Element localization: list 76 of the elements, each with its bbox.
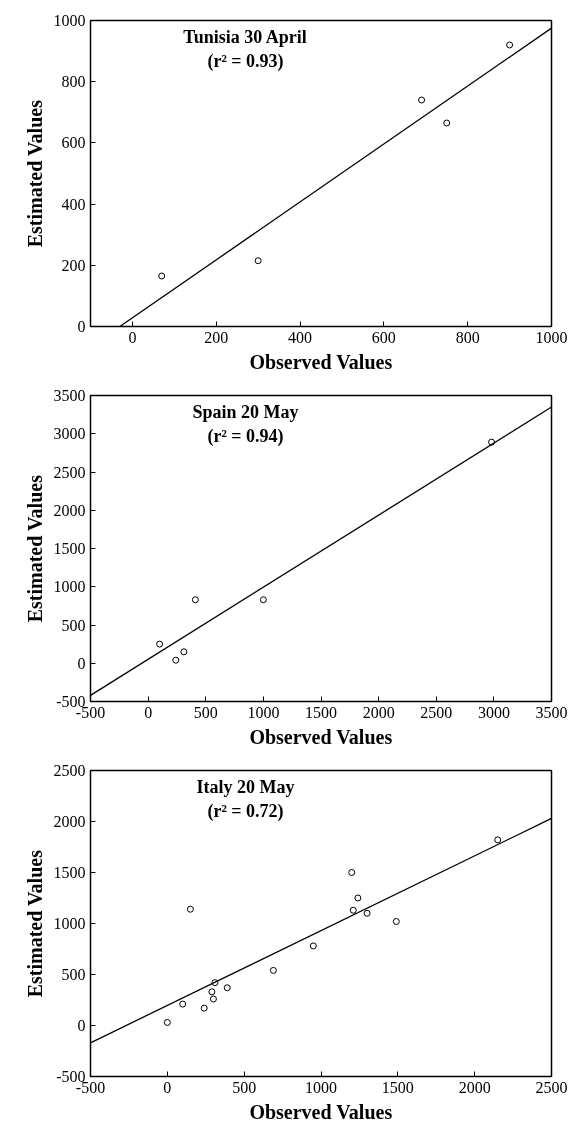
point	[392, 917, 400, 925]
y-tick-label: 1500	[53, 864, 86, 881]
point	[269, 966, 277, 974]
point	[191, 596, 199, 604]
annotation: Spain 20 May	[192, 401, 299, 422]
point	[208, 988, 216, 996]
y-tick-label: 1000	[53, 578, 86, 596]
x-tick-label: 3000	[477, 703, 510, 721]
annotation: (r² = 0.72)	[207, 800, 284, 822]
x-tick-label: 200	[204, 328, 229, 346]
y-tick-label: 2500	[53, 463, 86, 481]
annotation: Tunisia 30 April	[183, 26, 307, 47]
x-tick-label: 500	[232, 1078, 257, 1096]
y-tick-label: 1000	[53, 12, 86, 29]
y-tick-label: 200	[61, 256, 86, 274]
point	[209, 995, 217, 1003]
point	[418, 96, 426, 104]
y-axis-title: Estimated Values	[23, 99, 46, 248]
y-tick-label: 500	[61, 966, 86, 983]
point	[156, 640, 164, 648]
x-tick-label: 1500	[381, 1078, 414, 1096]
y-tick-label: 0	[77, 654, 86, 672]
point	[354, 894, 362, 902]
y-tick-label: 500	[61, 616, 86, 634]
y-tick-label: 3500	[53, 387, 86, 404]
x-tick-label: 2000	[362, 703, 395, 721]
x-tick-label: 2500	[535, 1078, 568, 1096]
point	[180, 648, 188, 656]
annotation: (r² = 0.93)	[207, 50, 284, 72]
y-tick-label: 1500	[53, 540, 86, 557]
x-tick-label: 800	[455, 328, 480, 346]
x-tick-label: 1000	[305, 1078, 337, 1096]
point	[223, 984, 231, 992]
point	[179, 1000, 187, 1008]
point	[186, 905, 194, 913]
x-tick-label: 2500	[420, 703, 453, 721]
y-tick-label: 2000	[53, 813, 86, 830]
point	[254, 257, 262, 265]
y-tick-label: 0	[77, 1017, 86, 1034]
x-tick-label: 2000	[458, 1078, 491, 1096]
point	[172, 656, 180, 664]
point	[363, 909, 371, 917]
x-tick-label: 500	[193, 703, 218, 721]
y-axis-title: Estimated Values	[23, 474, 46, 623]
y-tick-label: 400	[61, 195, 86, 213]
x-tick-label: 3500	[535, 703, 568, 721]
x-tick-label: 1500	[305, 703, 337, 721]
point	[348, 869, 356, 876]
annotation: (r² = 0.94)	[207, 425, 284, 447]
y-tick-label: 2500	[53, 762, 86, 779]
x-axis-title: Observed Values	[249, 1100, 393, 1123]
x-tick-label: 0	[128, 328, 137, 346]
x-axis-title: Observed Values	[249, 725, 393, 748]
x-tick-label: 1000	[247, 703, 280, 721]
y-tick-label: 2000	[53, 501, 86, 519]
x-tick-label: 400	[288, 328, 313, 346]
y-tick-label: 600	[61, 134, 86, 152]
point	[443, 119, 451, 127]
x-tick-label: 0	[144, 703, 153, 721]
point	[506, 41, 514, 49]
point	[494, 836, 502, 844]
x-tick-label: 600	[371, 328, 396, 346]
point	[259, 596, 267, 604]
point	[309, 942, 317, 950]
y-tick-label: 800	[61, 73, 86, 91]
y-axis-title: Estimated Values	[23, 849, 46, 998]
point	[349, 906, 357, 914]
x-tick-label: 0	[163, 1078, 172, 1096]
point	[200, 1004, 208, 1012]
annotation: Italy 20 May	[196, 776, 295, 797]
y-tick-label: 1000	[53, 915, 86, 932]
point	[163, 1018, 171, 1026]
y-tick-label: 3000	[53, 425, 86, 443]
x-tick-label: 1000	[535, 328, 568, 346]
point	[158, 272, 166, 280]
x-axis-title: Observed Values	[249, 350, 393, 373]
